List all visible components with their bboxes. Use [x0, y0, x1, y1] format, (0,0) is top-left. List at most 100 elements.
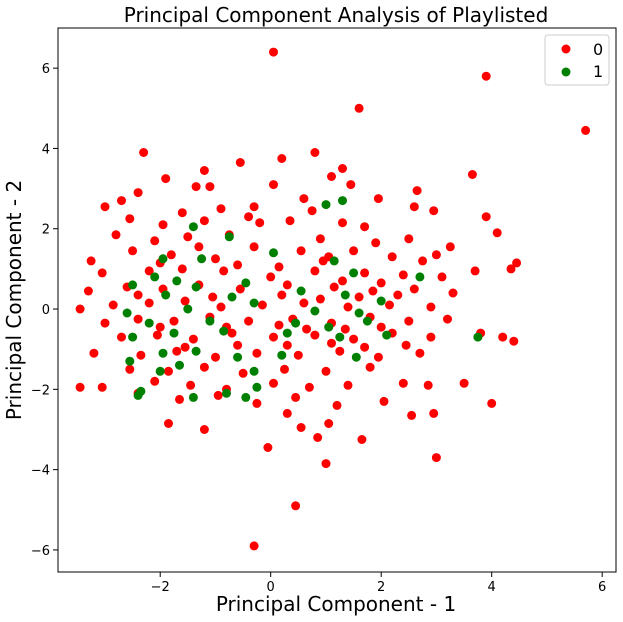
- point-series-0-142: [252, 398, 262, 408]
- point-series-1-12: [349, 268, 359, 278]
- point-series-1-33: [282, 328, 292, 338]
- point-series-0-134: [304, 382, 314, 392]
- point-series-0-133: [269, 378, 278, 388]
- point-series-1-28: [324, 322, 334, 332]
- point-series-0-20: [327, 172, 336, 181]
- point-series-0-51: [211, 254, 220, 264]
- point-series-1-35: [382, 330, 392, 340]
- point-series-1-25: [144, 318, 154, 328]
- point-series-1-11: [241, 278, 251, 288]
- x-tick-label: −2: [151, 580, 170, 595]
- point-series-0-28: [409, 202, 419, 212]
- point-series-1-42: [351, 352, 361, 362]
- point-series-0-24: [177, 208, 187, 218]
- point-series-0-6: [235, 158, 245, 167]
- point-series-0-29: [429, 206, 439, 216]
- point-series-0-118: [335, 346, 345, 356]
- point-series-0-169: [208, 292, 218, 302]
- point-series-0-136: [398, 378, 408, 388]
- point-series-0-148: [199, 425, 209, 434]
- point-series-1-40: [233, 352, 243, 362]
- point-series-1-8: [150, 272, 160, 282]
- point-series-0-153: [357, 435, 367, 444]
- point-series-0-39: [111, 230, 121, 240]
- point-series-1-48: [252, 382, 262, 392]
- point-series-0-9: [199, 166, 209, 175]
- point-series-0-19: [269, 180, 278, 190]
- point-series-1-43: [155, 366, 165, 376]
- point-series-0-5: [310, 148, 320, 157]
- point-series-0-106: [227, 328, 237, 338]
- point-series-0-7: [277, 154, 287, 163]
- point-series-0-171: [315, 294, 325, 304]
- point-series-1-1: [321, 200, 331, 210]
- x-tick-label: 4: [488, 580, 496, 595]
- point-series-1-50: [188, 392, 198, 402]
- point-series-0-34: [255, 218, 265, 228]
- point-series-0-69: [437, 272, 447, 282]
- point-series-0-113: [136, 350, 146, 360]
- legend-label-1: 1: [593, 62, 603, 81]
- point-series-0-147: [164, 419, 173, 428]
- point-series-0-12: [191, 182, 201, 192]
- point-series-1-21: [183, 304, 193, 314]
- point-series-0-119: [373, 352, 383, 362]
- point-series-0-32: [158, 220, 168, 230]
- point-series-0-151: [313, 433, 323, 442]
- point-series-0-0: [269, 47, 278, 57]
- point-series-0-10: [338, 164, 347, 173]
- y-tick-label: 0: [42, 303, 50, 318]
- point-series-0-88: [385, 300, 394, 310]
- point-series-0-181: [233, 340, 243, 350]
- point-series-1-9: [172, 276, 182, 286]
- point-series-0-74: [235, 284, 245, 294]
- point-series-0-62: [144, 266, 154, 276]
- point-series-0-89: [426, 302, 436, 312]
- point-series-0-156: [263, 443, 273, 452]
- y-tick-label: 4: [42, 142, 50, 157]
- point-series-1-30: [128, 332, 138, 342]
- legend: 0 1: [544, 34, 610, 86]
- point-series-1-49: [222, 388, 231, 398]
- point-series-0-36: [338, 218, 347, 228]
- point-series-1-4: [158, 254, 168, 264]
- point-series-0-35: [285, 216, 295, 226]
- point-series-1-16: [227, 292, 237, 302]
- point-series-0-177: [302, 324, 312, 334]
- point-series-0-11: [161, 174, 171, 184]
- point-series-0-157: [431, 453, 441, 463]
- point-series-0-3: [354, 103, 364, 113]
- point-series-0-78: [409, 284, 419, 294]
- point-series-0-37: [360, 222, 370, 232]
- y-tick-label: −2: [31, 383, 50, 398]
- point-series-1-2: [188, 222, 198, 232]
- point-series-0-13: [205, 182, 215, 192]
- point-series-0-103: [117, 332, 126, 342]
- point-series-1-0: [338, 196, 347, 206]
- point-series-0-127: [365, 362, 375, 372]
- point-series-0-165: [318, 256, 328, 266]
- point-series-0-75: [282, 280, 292, 290]
- point-series-0-114: [172, 346, 182, 356]
- point-series-0-120: [415, 348, 425, 358]
- point-series-0-45: [404, 234, 414, 244]
- point-series-0-77: [368, 286, 378, 296]
- point-series-1-13: [415, 272, 425, 282]
- point-series-0-47: [431, 250, 441, 260]
- point-series-0-108: [310, 330, 320, 340]
- point-series-0-123: [199, 362, 209, 372]
- point-series-0-18: [117, 196, 126, 206]
- point-series-0-117: [293, 350, 303, 360]
- point-series-1-10: [191, 282, 201, 292]
- point-series-0-55: [349, 246, 359, 256]
- point-series-0-23: [299, 194, 309, 204]
- point-series-1-7: [329, 256, 339, 266]
- point-series-0-61: [97, 268, 107, 278]
- point-series-0-48: [86, 256, 96, 266]
- point-series-0-155: [429, 408, 439, 418]
- point-series-1-27: [291, 318, 301, 328]
- point-series-0-116: [252, 348, 262, 358]
- point-series-0-107: [269, 332, 278, 342]
- scatter-points: [75, 47, 591, 551]
- point-series-1-18: [340, 290, 350, 300]
